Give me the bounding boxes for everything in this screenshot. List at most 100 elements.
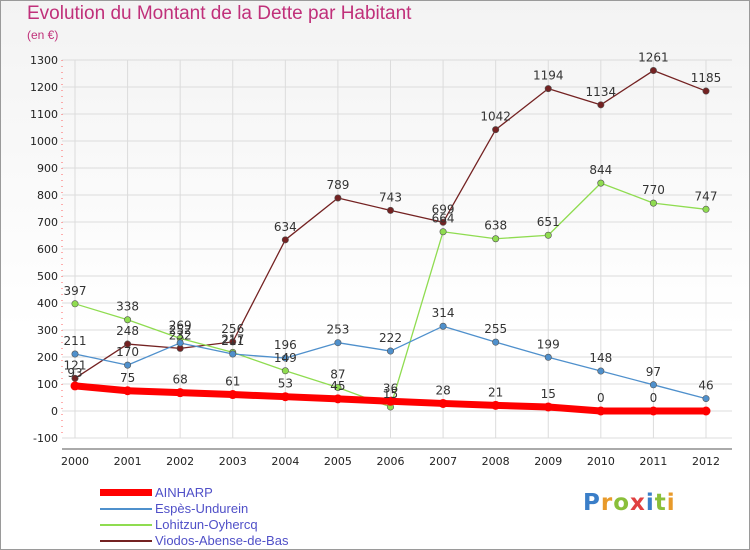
- data-point: [649, 199, 657, 207]
- data-label: 211: [221, 334, 244, 348]
- data-label: 211: [64, 334, 87, 348]
- data-label: 93: [67, 366, 82, 380]
- x-tick-label: 2001: [114, 455, 142, 468]
- y-tick-label: 1000: [30, 135, 58, 148]
- legend-swatch: [100, 540, 152, 542]
- legend-item: AINHARP: [100, 485, 360, 501]
- data-label: 199: [537, 337, 560, 351]
- legend-swatch: [100, 508, 152, 510]
- data-label: 747: [695, 189, 718, 203]
- data-label: 217: [221, 332, 244, 346]
- data-point: [281, 367, 289, 375]
- line-chart: -100010020030040050060070080090010001100…: [30, 51, 732, 468]
- y-tick-label: 500: [37, 270, 58, 283]
- y-tick-label: 1100: [30, 108, 58, 121]
- data-label: 338: [116, 300, 139, 314]
- data-label: 634: [274, 220, 297, 234]
- data-label: 844: [589, 163, 612, 177]
- data-label: 232: [169, 328, 192, 342]
- data-label: 170: [116, 345, 139, 359]
- data-point: [492, 235, 500, 243]
- data-point: [702, 205, 710, 213]
- data-label: 789: [326, 178, 349, 192]
- data-point: [228, 390, 238, 400]
- data-label: 149: [274, 351, 297, 365]
- data-label: 252: [169, 323, 192, 337]
- y-tick-label: 1300: [30, 54, 58, 67]
- legend-item: Viodos-Abense-de-Bas: [100, 533, 360, 549]
- y-tick-label: 700: [37, 216, 58, 229]
- x-tick-label: 2004: [271, 455, 299, 468]
- data-point: [386, 396, 395, 406]
- data-point: [176, 339, 184, 347]
- y-tick-label: 200: [37, 351, 58, 364]
- data-point: [175, 388, 185, 398]
- y-tick-label: 400: [37, 297, 58, 310]
- data-point: [492, 338, 500, 346]
- data-point: [333, 394, 343, 404]
- data-point: [596, 406, 606, 416]
- data-label: 68: [173, 373, 188, 387]
- data-point: [334, 194, 342, 202]
- data-label: 1194: [533, 69, 564, 83]
- data-label: 0: [597, 391, 605, 405]
- data-point: [124, 340, 132, 348]
- data-label: 148: [589, 351, 612, 365]
- x-tick-label: 2011: [639, 455, 667, 468]
- data-point: [597, 101, 605, 109]
- data-label: 770: [642, 183, 665, 197]
- data-label: 75: [120, 371, 135, 385]
- logo-letter: o: [613, 490, 631, 516]
- legend-item: Lohitzun-Oyhercq: [100, 517, 360, 533]
- data-point: [71, 350, 79, 358]
- y-tick-label: 1200: [30, 81, 58, 94]
- data-point: [334, 339, 342, 347]
- data-label: 253: [326, 323, 349, 337]
- data-point: [597, 179, 605, 187]
- data-point: [544, 85, 552, 93]
- data-label: 1261: [638, 51, 669, 65]
- data-point: [439, 218, 447, 226]
- data-label: 1134: [586, 85, 617, 99]
- y-tick-label: 300: [37, 324, 58, 337]
- logo-letter: x: [630, 490, 646, 516]
- data-point: [543, 402, 553, 412]
- data-label: 651: [537, 215, 560, 229]
- legend: AINHARP Espès-Undurein Lohitzun-Oyhercq Vio…: [100, 485, 360, 549]
- data-point: [70, 381, 80, 391]
- y-tick-label: 900: [37, 162, 58, 175]
- x-tick-label: 2010: [587, 455, 615, 468]
- data-label: 638: [484, 219, 507, 233]
- y-tick-label: -100: [33, 432, 58, 445]
- data-point: [702, 87, 710, 95]
- data-label: 222: [379, 331, 402, 345]
- proxiti-logo: Proxiti: [583, 490, 676, 516]
- data-label: 121: [64, 358, 87, 372]
- logo-letter: t: [654, 490, 667, 516]
- data-point: [71, 300, 79, 308]
- data-point: [334, 384, 342, 392]
- logo-letter: r: [600, 490, 614, 516]
- data-point: [544, 353, 552, 361]
- data-label: 397: [64, 284, 87, 298]
- data-label: 36: [383, 381, 398, 395]
- data-point: [701, 406, 711, 416]
- data-label: 248: [116, 324, 139, 338]
- data-label: 97: [646, 365, 661, 379]
- data-point: [702, 395, 710, 403]
- data-label: 314: [432, 306, 455, 320]
- x-tick-label: 2008: [482, 455, 510, 468]
- data-label: 45: [330, 379, 345, 393]
- data-point: [439, 322, 447, 330]
- data-point: [649, 381, 657, 389]
- x-tick-label: 2003: [219, 455, 247, 468]
- data-point: [491, 400, 501, 410]
- data-label: 743: [379, 190, 402, 204]
- data-point: [229, 338, 237, 346]
- legend-label: Viodos-Abense-de-Bas: [155, 533, 289, 548]
- data-label: 269: [169, 318, 192, 332]
- data-label: 255: [484, 322, 507, 336]
- legend-label: Lohitzun-Oyhercq: [155, 517, 258, 532]
- data-label: 46: [698, 379, 713, 393]
- y-tick-label: 0: [51, 405, 58, 418]
